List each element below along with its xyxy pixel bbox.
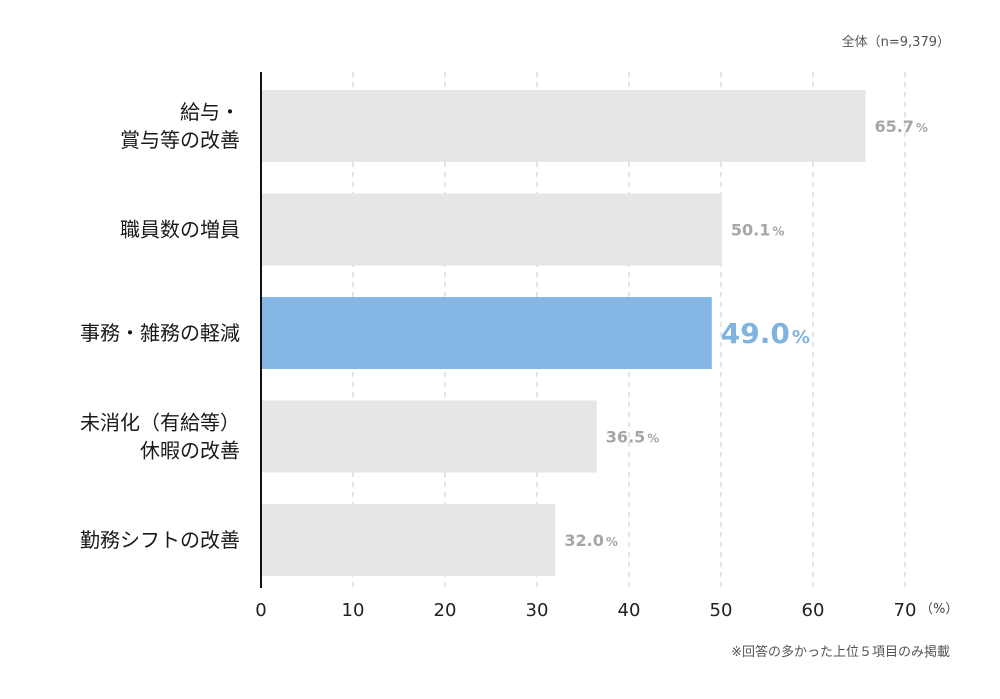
bar-1	[261, 193, 722, 266]
value-labels: 65.7 % 50.1 % 49.0 % 36.5 % 32.0%	[564, 117, 928, 550]
value-label-4: 32.0%	[564, 531, 618, 550]
category-label-2: 事務・雑務の軽減	[80, 321, 240, 345]
grid-lines	[352, 72, 906, 588]
x-tick-label-20: 20	[434, 600, 457, 621]
category-label-3: 未消化（有給等）休暇の改善	[80, 411, 240, 463]
footnote: ※回答の多かった上位５項目のみ掲載	[731, 644, 950, 660]
x-tick-label-30: 30	[526, 600, 549, 621]
category-label-0: 給与・賞与等の改善	[120, 100, 240, 152]
value-label-0: 65.7%	[874, 117, 928, 136]
category-labels: 給与・賞与等の改善職員数の増員事務・雑務の軽減未消化（有給等）休暇の改善勤務シフ…	[80, 100, 240, 552]
x-unit-label: （%）	[920, 602, 958, 617]
x-tick-label-70: 70	[894, 600, 917, 621]
bar-2	[261, 297, 712, 369]
bar-0	[261, 90, 866, 162]
bar-4	[261, 504, 556, 576]
x-tick-labels: 0 10 20 30 40 50 60 70	[255, 600, 916, 621]
value-label-1: 50.1%	[731, 221, 785, 240]
category-label-4: 勤務シフトの改善	[80, 528, 240, 552]
x-tick-label-50: 50	[710, 600, 733, 621]
value-label-2: 49.0%	[721, 317, 810, 350]
x-tick-label-10: 10	[342, 600, 365, 621]
sample-size-note: 全体（n=9,379）	[842, 34, 950, 50]
x-tick-label-60: 60	[802, 600, 825, 621]
bars	[261, 90, 866, 576]
x-tick-label-40: 40	[618, 600, 641, 621]
value-label-3: 36.5%	[606, 428, 660, 447]
bar-3	[261, 400, 597, 473]
category-label-1: 職員数の増員	[120, 218, 240, 242]
x-tick-label-0: 0	[255, 600, 266, 621]
